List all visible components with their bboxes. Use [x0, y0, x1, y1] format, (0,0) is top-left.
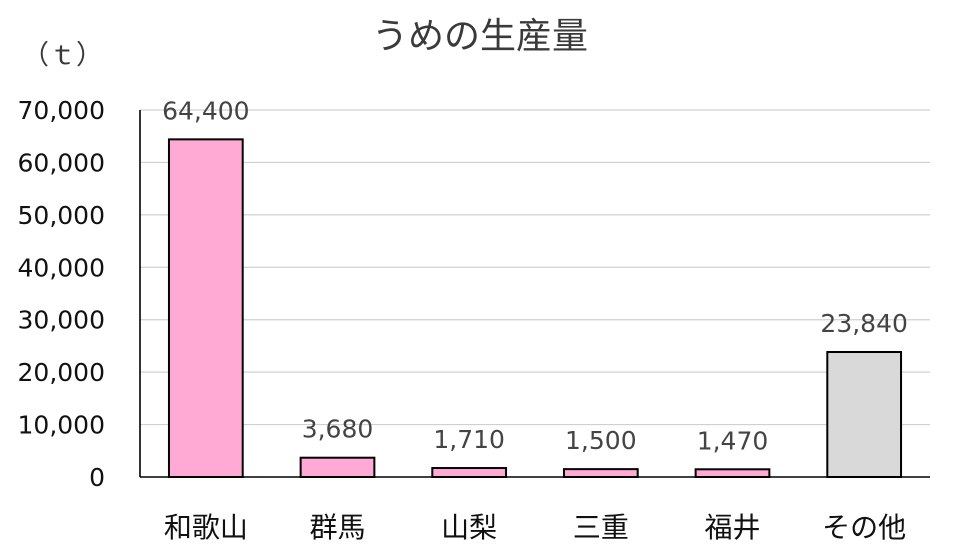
y-tick-label: 10,000: [18, 411, 105, 440]
data-label: 64,400: [162, 96, 249, 125]
bar-3: [431, 467, 508, 479]
data-labels: 64,400 3,680 1,710 1,500 1,470 23,840: [162, 96, 908, 455]
bar-1: [167, 138, 244, 479]
chart-title: うめの生産量: [372, 16, 588, 57]
data-label: 1,470: [697, 426, 769, 455]
y-tick-label: 30,000: [18, 306, 105, 335]
bar-6: [826, 351, 903, 478]
bar-5: [694, 468, 771, 478]
bar-2: [299, 456, 376, 479]
data-label: 1,500: [565, 426, 637, 455]
y-tick-label: 0: [89, 463, 105, 492]
data-label: 3,680: [302, 415, 374, 444]
y-tick-label: 60,000: [18, 148, 105, 177]
y-tick-label: 50,000: [18, 201, 105, 230]
data-label: 23,840: [820, 309, 907, 338]
x-tick-label: 福井: [704, 511, 760, 544]
bar-4: [562, 468, 639, 478]
y-tick-label: 70,000: [18, 96, 105, 125]
gridlines: [140, 109, 930, 426]
x-tick-label: 群馬: [309, 511, 365, 544]
y-unit-label: （ｔ）: [22, 40, 103, 71]
axes: [139, 110, 930, 478]
x-axis-ticks: 和歌山 群馬 山梨 三重 福井 その他: [164, 511, 906, 544]
data-label: 1,710: [433, 425, 505, 454]
y-tick-label: 20,000: [18, 358, 105, 387]
bars: [167, 138, 903, 479]
x-tick-label: その他: [822, 511, 906, 544]
x-tick-label: 和歌山: [164, 511, 248, 544]
y-axis-ticks: 0 10,000 20,000 30,000 40,000 50,000 60,000 70,…: [18, 96, 105, 492]
y-tick-label: 40,000: [18, 253, 105, 282]
x-tick-label: 山梨: [441, 511, 497, 544]
x-tick-label: 三重: [573, 511, 629, 544]
